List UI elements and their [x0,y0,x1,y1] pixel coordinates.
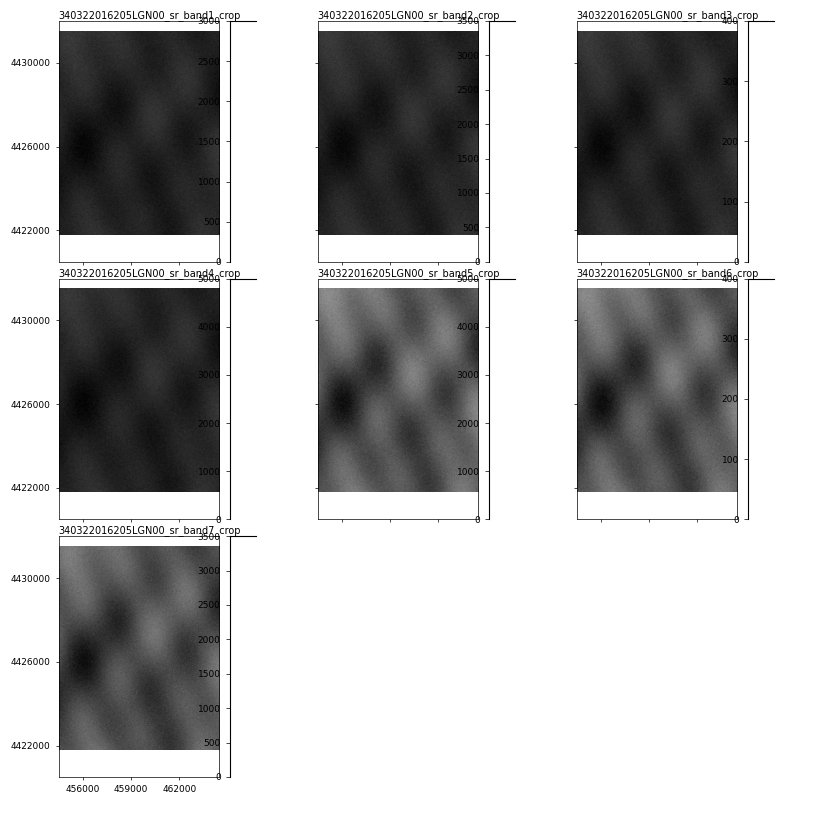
Text: 340322016205LGN00_sr_band6_crop: 340322016205LGN00_sr_band6_crop [577,268,759,279]
Text: 340322016205LGN00_sr_band1_crop: 340322016205LGN00_sr_band1_crop [59,10,241,21]
Text: 340322016205LGN00_sr_band7_crop: 340322016205LGN00_sr_band7_crop [59,525,241,536]
Text: 340322016205LGN00_sr_band5_crop: 340322016205LGN00_sr_band5_crop [318,268,501,279]
Text: 340322016205LGN00_sr_band4_crop: 340322016205LGN00_sr_band4_crop [59,268,241,279]
Text: 340322016205LGN00_sr_band2_crop: 340322016205LGN00_sr_band2_crop [318,10,501,21]
Text: 340322016205LGN00_sr_band3_crop: 340322016205LGN00_sr_band3_crop [577,10,759,21]
